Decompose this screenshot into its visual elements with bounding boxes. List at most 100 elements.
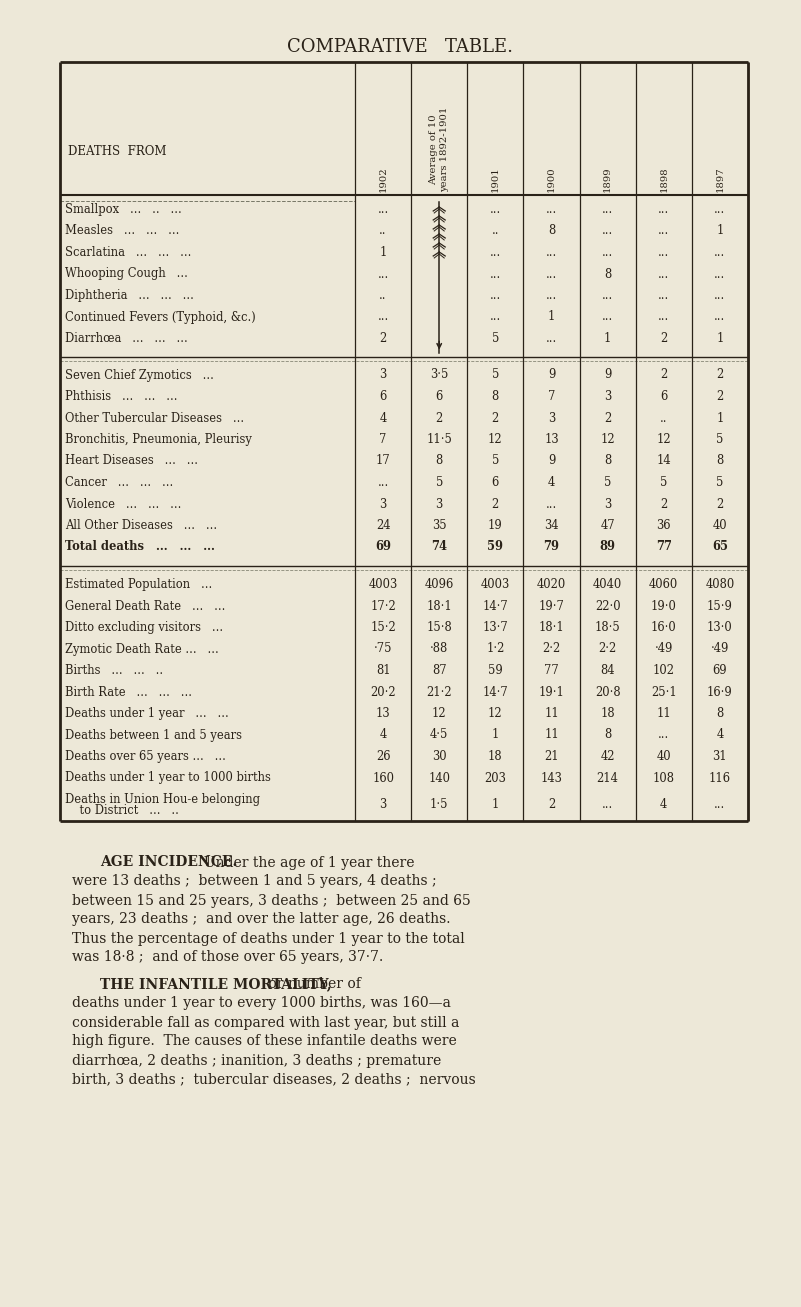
- Text: COMPARATIVE   TABLE.: COMPARATIVE TABLE.: [287, 38, 513, 56]
- Text: ...: ...: [377, 476, 388, 489]
- Text: birth, 3 deaths ;  tubercular diseases, 2 deaths ;  nervous: birth, 3 deaths ; tubercular diseases, 2…: [72, 1073, 476, 1086]
- Text: 4020: 4020: [537, 578, 566, 591]
- Text: 4: 4: [380, 728, 387, 741]
- Text: 4080: 4080: [706, 578, 735, 591]
- Text: 31: 31: [713, 750, 727, 763]
- Text: 2: 2: [716, 498, 723, 511]
- Text: 18·1: 18·1: [426, 600, 452, 613]
- Text: ...: ...: [545, 203, 557, 216]
- Text: 12: 12: [432, 707, 446, 720]
- Text: ...: ...: [658, 203, 670, 216]
- Text: Other Tubercular Diseases   ...: Other Tubercular Diseases ...: [65, 412, 244, 425]
- Text: ...: ...: [545, 289, 557, 302]
- Text: 9: 9: [604, 369, 611, 382]
- Text: 5: 5: [436, 476, 443, 489]
- Text: 42: 42: [601, 750, 615, 763]
- Text: 1: 1: [492, 728, 499, 741]
- Text: years, 23 deaths ;  and over the latter age, 26 deaths.: years, 23 deaths ; and over the latter a…: [72, 912, 450, 927]
- Text: 79: 79: [544, 541, 560, 553]
- Text: 59: 59: [487, 541, 503, 553]
- Text: deaths under 1 year to every 1000 births, was 160—a: deaths under 1 year to every 1000 births…: [72, 996, 451, 1010]
- Text: ...: ...: [602, 799, 614, 812]
- Text: 13·0: 13·0: [707, 621, 733, 634]
- Text: 140: 140: [429, 771, 450, 784]
- Text: 4096: 4096: [425, 578, 454, 591]
- Text: 69: 69: [713, 664, 727, 677]
- Text: 84: 84: [601, 664, 615, 677]
- Text: 102: 102: [653, 664, 674, 677]
- Text: 5: 5: [492, 369, 499, 382]
- Text: 8: 8: [604, 728, 611, 741]
- Text: 1·5: 1·5: [430, 799, 449, 812]
- Text: ...: ...: [545, 498, 557, 511]
- Text: Cancer   ...   ...   ...: Cancer ... ... ...: [65, 476, 173, 489]
- Text: 21: 21: [544, 750, 559, 763]
- Text: 8: 8: [548, 225, 555, 238]
- Text: ·49: ·49: [710, 643, 729, 656]
- Text: 74: 74: [431, 541, 447, 553]
- Text: Deaths under 1 year to 1000 births: Deaths under 1 year to 1000 births: [65, 771, 271, 784]
- Text: 16·9: 16·9: [707, 685, 733, 698]
- Text: 3: 3: [548, 412, 555, 425]
- Text: Measles   ...   ...   ...: Measles ... ... ...: [65, 225, 179, 238]
- Text: 5: 5: [660, 476, 667, 489]
- Text: 4: 4: [660, 799, 667, 812]
- Text: 1: 1: [716, 225, 723, 238]
- Text: ...: ...: [714, 289, 726, 302]
- Text: Heart Diseases   ...   ...: Heart Diseases ... ...: [65, 455, 198, 468]
- Text: 11: 11: [544, 707, 559, 720]
- Text: ...: ...: [658, 728, 670, 741]
- Text: 1: 1: [716, 412, 723, 425]
- Text: Continued Fevers (Typhoid, &c.): Continued Fevers (Typhoid, &c.): [65, 311, 256, 324]
- Text: ...: ...: [602, 311, 614, 324]
- Text: THE INFANTILE MORTALITY,: THE INFANTILE MORTALITY,: [100, 978, 332, 992]
- Text: ...: ...: [489, 289, 501, 302]
- Text: 14: 14: [657, 455, 671, 468]
- Text: 77: 77: [656, 541, 672, 553]
- Text: ...: ...: [489, 246, 501, 259]
- Text: 143: 143: [541, 771, 562, 784]
- Text: 1: 1: [492, 799, 499, 812]
- Text: 214: 214: [597, 771, 618, 784]
- Text: ...: ...: [377, 203, 388, 216]
- Text: Violence   ...   ...   ...: Violence ... ... ...: [65, 498, 181, 511]
- Text: ...: ...: [714, 311, 726, 324]
- Text: 21·2: 21·2: [426, 685, 452, 698]
- Text: 12: 12: [488, 707, 503, 720]
- Text: 116: 116: [709, 771, 731, 784]
- Text: 2: 2: [660, 332, 667, 345]
- Text: 8: 8: [716, 707, 723, 720]
- Text: 34: 34: [544, 519, 559, 532]
- Text: 19: 19: [488, 519, 503, 532]
- Text: 87: 87: [432, 664, 446, 677]
- Text: 2: 2: [436, 412, 443, 425]
- Text: 9: 9: [548, 455, 555, 468]
- Text: 20·2: 20·2: [370, 685, 396, 698]
- Text: ...: ...: [714, 268, 726, 281]
- Text: 1902: 1902: [379, 166, 388, 192]
- Text: 2: 2: [604, 412, 611, 425]
- Text: 1897: 1897: [715, 166, 724, 192]
- Text: Average of 10
years 1892-1901: Average of 10 years 1892-1901: [429, 107, 449, 192]
- Text: Scarlatina   ...   ...   ...: Scarlatina ... ... ...: [65, 246, 191, 259]
- Text: 4003: 4003: [368, 578, 397, 591]
- Text: 4040: 4040: [593, 578, 622, 591]
- Text: 30: 30: [432, 750, 446, 763]
- Text: 1901: 1901: [491, 166, 500, 192]
- Text: 12: 12: [657, 433, 671, 446]
- Text: Births   ...   ...   ..: Births ... ... ..: [65, 664, 163, 677]
- Text: 25·1: 25·1: [651, 685, 677, 698]
- Text: 1: 1: [548, 311, 555, 324]
- Text: 22·0: 22·0: [595, 600, 621, 613]
- Text: 17: 17: [376, 455, 390, 468]
- Text: 15·8: 15·8: [426, 621, 452, 634]
- Text: ...: ...: [658, 225, 670, 238]
- Text: 18: 18: [488, 750, 503, 763]
- Text: ...: ...: [714, 246, 726, 259]
- Text: ...: ...: [658, 289, 670, 302]
- Text: ...: ...: [602, 246, 614, 259]
- Text: ...: ...: [658, 268, 670, 281]
- Text: ...: ...: [545, 332, 557, 345]
- Text: Whooping Cough   ...: Whooping Cough ...: [65, 268, 188, 281]
- Text: between 15 and 25 years, 3 deaths ;  between 25 and 65: between 15 and 25 years, 3 deaths ; betw…: [72, 894, 471, 907]
